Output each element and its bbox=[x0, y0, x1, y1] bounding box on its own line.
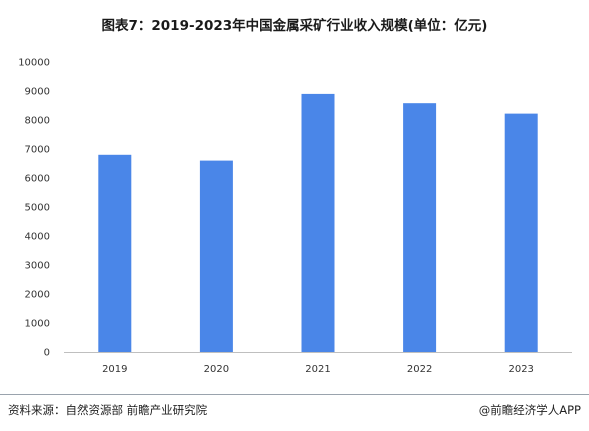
x-tick-label: 2021 bbox=[305, 364, 330, 375]
brand-credit: @前瞻经济学人APP bbox=[478, 403, 581, 417]
y-tick-label: 10000 bbox=[18, 58, 50, 69]
x-tick-label: 2020 bbox=[204, 364, 229, 375]
bar-2020 bbox=[199, 160, 233, 352]
y-tick-label: 3000 bbox=[25, 261, 50, 272]
source-note: 资料来源：自然资源部 前瞻产业研究院 bbox=[8, 403, 208, 417]
x-tick-label: 2019 bbox=[102, 364, 127, 375]
y-tick-label: 9000 bbox=[25, 87, 50, 98]
bars-group bbox=[98, 93, 538, 353]
x-tick-label: 2023 bbox=[508, 364, 533, 375]
footer-divider bbox=[0, 394, 589, 395]
y-axis: 0 1000 2000 3000 4000 5000 6000 7000 8000 9000 100… bbox=[18, 58, 50, 359]
y-tick-label: 4000 bbox=[25, 232, 50, 243]
bar-2019 bbox=[98, 154, 132, 352]
y-tick-label: 2000 bbox=[25, 290, 50, 301]
y-tick-label: 6000 bbox=[25, 174, 50, 185]
y-tick-label: 1000 bbox=[25, 319, 50, 330]
y-tick-label: 7000 bbox=[25, 145, 50, 156]
y-tick-label: 0 bbox=[44, 348, 50, 359]
bar-2023 bbox=[504, 113, 538, 353]
bar-2022 bbox=[403, 103, 437, 353]
y-tick-label: 8000 bbox=[25, 116, 50, 127]
x-axis: 2019 2020 2021 2022 2023 bbox=[102, 364, 534, 375]
bar-chart: 0 1000 2000 3000 4000 5000 6000 7000 8000 9000 100… bbox=[18, 58, 572, 375]
chart-title: 图表7：2019-2023年中国金属采矿行业收入规模(单位：亿元) bbox=[101, 18, 488, 34]
x-tick-label: 2022 bbox=[407, 364, 432, 375]
bar-2021 bbox=[301, 93, 335, 353]
y-tick-label: 5000 bbox=[25, 203, 50, 214]
